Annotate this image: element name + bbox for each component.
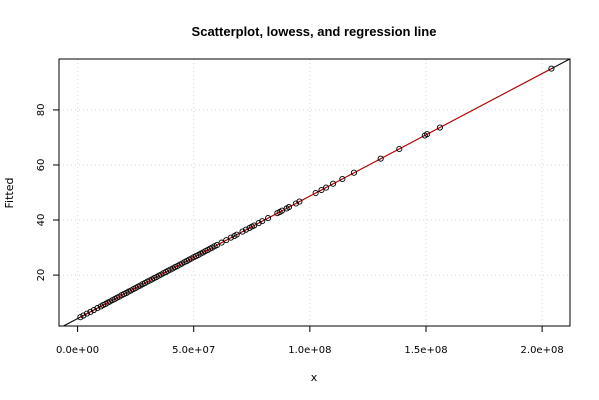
x-tick-label: 2.0e+08 (521, 345, 564, 356)
data-point (239, 228, 246, 235)
data-point (227, 234, 234, 241)
y-tick-label: 40 (36, 214, 47, 227)
x-tick-label: 1.5e+08 (404, 345, 447, 356)
data-point (424, 131, 431, 138)
x-tick-label: 0.0e+00 (56, 345, 99, 356)
data-point (94, 305, 101, 312)
data-point (323, 184, 330, 191)
data-point (296, 198, 303, 205)
y-tick-label: 20 (36, 269, 47, 282)
x-axis-label: x (311, 371, 318, 384)
lowess-line (79, 68, 552, 318)
data-point (223, 237, 230, 244)
data-point (330, 180, 337, 187)
data-point (83, 310, 90, 317)
grid (59, 59, 570, 326)
y-tick-label: 80 (36, 104, 47, 117)
x-tick-label: 1.0e+08 (288, 345, 331, 356)
x-tick-label: 5.0e+07 (172, 345, 215, 356)
data-point (436, 124, 443, 131)
data-point (255, 220, 262, 227)
fit-lines (63, 58, 571, 327)
data-point (264, 215, 272, 222)
data-point (377, 155, 384, 162)
y-tick-label: 60 (36, 159, 47, 172)
data-point (396, 145, 403, 153)
data-point (292, 200, 299, 207)
data-point (80, 312, 87, 319)
chart-title: Scatterplot, lowess, and regression line (192, 24, 437, 39)
data-point (218, 239, 225, 246)
data-points (77, 65, 555, 321)
y-axis-label: Fitted (3, 178, 16, 209)
data-point (350, 169, 358, 176)
data-point (213, 242, 220, 249)
data-point (259, 218, 266, 225)
data-point (90, 306, 97, 314)
data-point (233, 231, 240, 238)
data-point (87, 308, 94, 316)
axes: 0.0e+00 5.0e+07 1.0e+08 1.5e+08 2.0e+08 20 40 6… (36, 104, 564, 356)
data-point (77, 314, 84, 321)
plot-frame (58, 58, 571, 327)
data-point (318, 186, 325, 194)
data-point (242, 226, 250, 233)
data-point (312, 190, 319, 197)
data-point (339, 175, 346, 183)
data-point (548, 65, 555, 72)
data-point (251, 222, 258, 229)
data-point (285, 204, 293, 211)
